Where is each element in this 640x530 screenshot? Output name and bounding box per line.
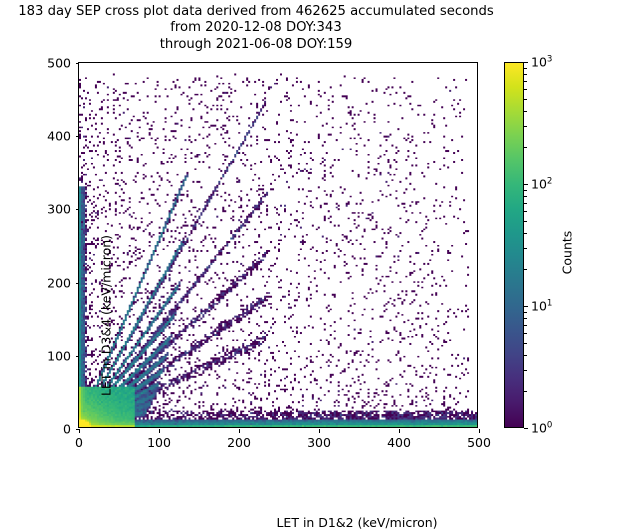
x-tick-label-200: 200 — [227, 435, 251, 450]
y-axis-label: LET in D3&4 (keV/micron) — [98, 234, 114, 397]
colorbar-tick-label-1: 100 — [531, 420, 553, 436]
x-tick-label-100: 100 — [147, 435, 171, 450]
y-tick-label-100: 100 — [47, 348, 71, 364]
colorbar-minor-tick — [524, 98, 527, 100]
colorbar-minor-tick — [524, 67, 527, 69]
y-tick-label-300: 300 — [47, 201, 71, 217]
y-tick-100 — [75, 355, 79, 357]
colorbar-minor-tick — [524, 269, 527, 271]
x-tick-label-500: 500 — [467, 435, 491, 450]
colorbar-tick-1 — [524, 428, 528, 429]
colorbar-minor-tick — [524, 342, 527, 344]
colorbar-tick-1000 — [524, 62, 528, 63]
colorbar-tick-label-1000: 103 — [531, 54, 553, 70]
y-tick-label-0: 0 — [63, 421, 71, 437]
colorbar-minor-tick — [524, 202, 527, 204]
colorbar-tick-label-100: 102 — [531, 176, 553, 192]
figure-canvas: 183 day SEP cross plot data derived from… — [0, 4, 575, 530]
colorbar-minor-tick — [524, 89, 527, 91]
x-tick-label-300: 300 — [307, 435, 331, 450]
colorbar-minor-tick — [524, 220, 527, 222]
colorbar-minor-tick — [524, 189, 527, 191]
y-tick-label-500: 500 — [47, 55, 71, 71]
colorbar-tick-100 — [524, 184, 528, 185]
x-axis-label: LET in D1&2 (keV/micron) — [276, 515, 438, 530]
colorbar-minor-tick — [524, 195, 527, 197]
colorbar-minor-tick — [524, 232, 527, 234]
colorbar-tick-label-10: 101 — [531, 298, 553, 314]
x-tick-0 — [79, 429, 80, 433]
title-line-1: 183 day SEP cross plot data derived from… — [18, 4, 494, 19]
title-line-2: from 2020-12-08 DOY:343 — [170, 20, 342, 36]
colorbar-gradient — [505, 63, 523, 427]
x-tick-500 — [479, 429, 480, 433]
plot-axes: 0 100 200 300 400 500 0 100 200 300 400 500 LET in… — [47, 56, 491, 530]
colorbar-label: Counts — [559, 230, 575, 275]
page-title: 183 day SEP cross plot data derived from… — [0, 4, 512, 53]
x-tick-200 — [239, 429, 240, 433]
colorbar-minor-tick — [524, 110, 527, 112]
colorbar — [504, 62, 524, 428]
colorbar-minor-tick — [524, 324, 527, 326]
colorbar-minor-tick — [524, 354, 527, 356]
scatter-heatmap-canvas — [79, 63, 477, 427]
y-tick-300 — [75, 209, 79, 211]
title-line-3: through 2021-06-08 DOY:159 — [159, 36, 353, 52]
x-tick-400 — [399, 429, 400, 433]
y-tick-400 — [75, 136, 79, 138]
colorbar-minor-tick — [524, 311, 527, 313]
colorbar-minor-tick — [524, 391, 527, 393]
y-tick-500 — [75, 63, 79, 64]
colorbar-minor-tick — [524, 211, 527, 213]
colorbar-minor-tick — [524, 147, 527, 149]
y-tick-label-200: 200 — [47, 275, 71, 291]
colorbar-minor-tick — [524, 80, 527, 82]
colorbar-minor-tick — [524, 73, 527, 75]
colorbar-tick-10 — [524, 306, 528, 307]
x-tick-label-0: 0 — [75, 435, 83, 450]
y-tick-200 — [75, 282, 79, 284]
y-tick-label-400: 400 — [47, 128, 71, 144]
colorbar-minor-tick — [524, 333, 527, 335]
colorbar-minor-tick — [524, 247, 527, 249]
x-tick-label-400: 400 — [387, 435, 411, 450]
x-tick-300 — [319, 429, 320, 433]
colorbar-minor-tick — [524, 369, 527, 371]
y-tick-0 — [75, 429, 79, 430]
colorbar-minor-tick — [524, 317, 527, 319]
colorbar-minor-tick — [524, 125, 527, 127]
x-tick-100 — [159, 429, 160, 433]
